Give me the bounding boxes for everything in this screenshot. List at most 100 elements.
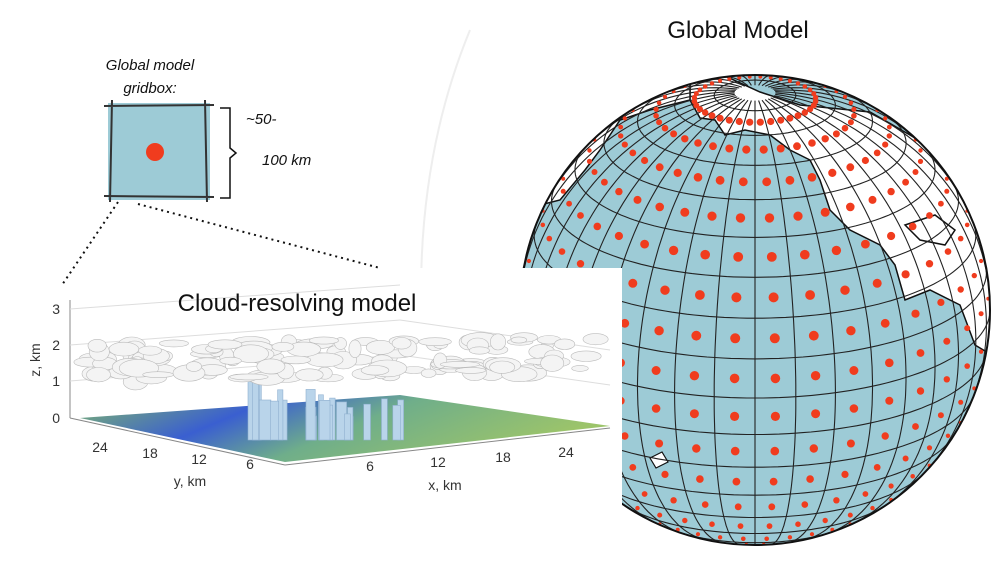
- grid-point: [768, 292, 779, 303]
- grid-point: [880, 318, 890, 328]
- cloud-blob: [439, 361, 480, 368]
- grid-point: [742, 145, 751, 154]
- cloud-blob: [219, 356, 242, 365]
- cloud-blob: [348, 339, 362, 358]
- z-axis-label: z, km: [27, 343, 43, 376]
- grid-point: [832, 130, 840, 138]
- grid-point: [840, 285, 850, 295]
- graticule-line: [770, 97, 936, 525]
- grid-point: [733, 252, 744, 262]
- cloud-blob: [360, 365, 390, 376]
- grid-point: [561, 176, 566, 181]
- z-tick-label: 0: [52, 410, 60, 426]
- grid-point: [716, 114, 724, 122]
- grid-point: [861, 239, 870, 249]
- cloud-tower: [392, 405, 401, 441]
- grid-point: [881, 432, 889, 440]
- grid-point: [738, 177, 748, 187]
- grid-point: [870, 505, 875, 511]
- graticule-line: [636, 90, 874, 166]
- grid-point: [868, 195, 877, 204]
- grid-point: [812, 94, 819, 101]
- grid-point: [847, 119, 854, 126]
- grid-point: [888, 483, 894, 489]
- grid-point: [691, 94, 698, 101]
- cloud-tower: [258, 399, 272, 441]
- grid-point: [861, 156, 870, 165]
- cloud-blob: [142, 371, 174, 379]
- cloud-tower: [344, 413, 351, 441]
- grid-point: [700, 249, 710, 260]
- cloud-blob: [256, 358, 286, 375]
- graticule-line: [550, 184, 960, 278]
- grid-point: [807, 173, 817, 182]
- grid-point: [641, 491, 648, 497]
- cloud-blob: [540, 354, 565, 372]
- graticule-line: [713, 100, 752, 545]
- grid-point: [769, 333, 780, 344]
- grid-point: [622, 116, 627, 121]
- grid-point: [908, 222, 917, 231]
- grid-point: [693, 173, 703, 182]
- cloud-blob: [468, 346, 490, 355]
- bracket: [220, 107, 238, 199]
- gridbox-label: gridbox:: [123, 80, 176, 97]
- grid-point: [577, 212, 584, 219]
- grid-point: [806, 475, 814, 483]
- grid-point: [727, 76, 732, 81]
- cloud-blob: [233, 344, 269, 363]
- grid-point: [848, 100, 854, 106]
- grid-point: [601, 178, 608, 186]
- grid-point: [957, 286, 964, 293]
- grid-point: [918, 148, 923, 153]
- grid-point: [614, 231, 624, 241]
- grid-point: [692, 444, 701, 453]
- grid-point: [629, 149, 637, 157]
- grid-point: [767, 117, 775, 126]
- cloud-blob: [158, 339, 189, 348]
- grid-point: [621, 432, 629, 440]
- grid-point: [651, 404, 661, 413]
- grid-point: [926, 212, 933, 219]
- grid-point: [811, 409, 821, 419]
- grid-point: [725, 144, 734, 153]
- grid-point: [691, 330, 702, 341]
- size-label: ~50-: [246, 111, 276, 128]
- grid-point: [847, 512, 853, 518]
- grid-point: [709, 81, 715, 86]
- grid-point: [540, 222, 546, 228]
- grid-point: [978, 311, 984, 317]
- grid-point: [764, 213, 775, 223]
- grid-point: [560, 188, 566, 194]
- grid-point: [801, 501, 809, 508]
- cloud-blob: [280, 355, 312, 365]
- grid-point: [964, 363, 970, 369]
- grid-point: [846, 163, 855, 172]
- grid-point: [696, 475, 704, 483]
- grid-point: [831, 245, 842, 256]
- grid-point: [807, 87, 813, 93]
- grid-point: [756, 118, 764, 126]
- grid-point: [653, 106, 659, 112]
- grid-point: [725, 116, 733, 124]
- grid-point: [526, 258, 532, 264]
- graticule-line: [603, 116, 907, 201]
- grid-point: [785, 175, 795, 185]
- graticule-line: [764, 99, 874, 540]
- grid-point: [707, 211, 717, 221]
- grid-point: [730, 446, 740, 456]
- grid-point: [883, 116, 888, 121]
- grid-point: [820, 207, 830, 217]
- size-label: 100 km: [262, 152, 311, 169]
- grid-point: [729, 373, 740, 384]
- grid-point: [694, 139, 702, 147]
- grid-point: [846, 326, 856, 336]
- grid-point: [731, 292, 742, 303]
- grid-point: [769, 477, 778, 486]
- cloud-blob: [295, 368, 324, 382]
- grid-point: [746, 118, 754, 126]
- grid-point: [697, 87, 703, 93]
- grid-point: [901, 270, 910, 279]
- graticule-line: [767, 98, 907, 534]
